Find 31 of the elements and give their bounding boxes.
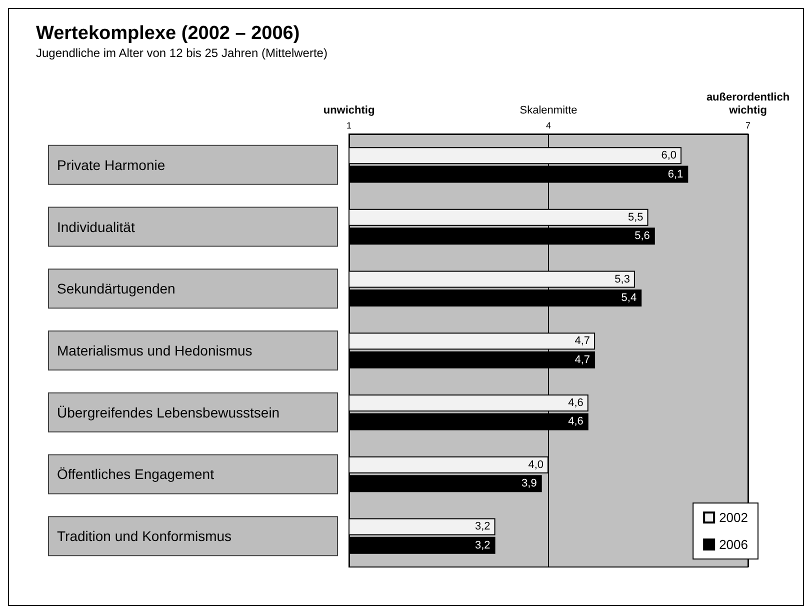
- y-tick-label: Private Harmonie: [57, 156, 166, 173]
- data-label: 3,2: [475, 539, 490, 552]
- data-label: 4,6: [568, 397, 584, 410]
- text: Skalenmitte: [520, 104, 578, 116]
- y-tick-label: Individualität: [57, 218, 135, 235]
- data-label: 5,4: [621, 292, 637, 304]
- x-tick-label: 1: [346, 120, 352, 130]
- data-label: 5,3: [614, 273, 630, 286]
- data-label: 5,5: [628, 211, 644, 224]
- data-label: 6,1: [668, 168, 684, 180]
- text: Jugendliche im Alter von 12 bis 25 Jahren (Mittelwerte): [36, 46, 328, 60]
- legend-label: 2006: [719, 537, 748, 552]
- text: unwichtig: [323, 104, 375, 116]
- text: Wertekomplexe (2002 – 2006): [36, 23, 300, 44]
- y-tick-label: Öffentliches Engagement: [57, 466, 214, 482]
- data-label: 4,0: [528, 458, 544, 471]
- data-label: 4,6: [568, 416, 584, 428]
- legend-label: 2002: [719, 510, 748, 525]
- text: außerordentlich wichtig: [706, 92, 790, 116]
- x-tick-label: 7: [745, 120, 751, 130]
- x-tick-label: 4: [546, 120, 552, 130]
- data-label: 6,0: [661, 150, 676, 162]
- y-tick-label: Übergreifendes Lebensbewusstsein: [57, 404, 280, 420]
- data-label: 5,6: [634, 230, 650, 242]
- y-tick-label: Materialismus und Hedonismus: [57, 342, 252, 358]
- data-label: 4,7: [574, 335, 590, 348]
- data-label: 3,9: [522, 478, 537, 490]
- y-tick-label: Sekundärtugenden: [57, 280, 176, 297]
- y-tick-label: Tradition und Konformismus: [57, 528, 232, 544]
- data-label: 4,7: [574, 354, 590, 366]
- data-label: 3,2: [475, 520, 490, 533]
